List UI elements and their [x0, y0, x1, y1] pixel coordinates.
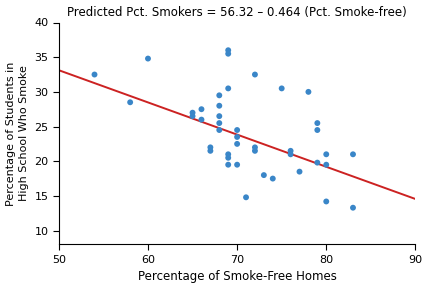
Point — [323, 199, 330, 204]
Point — [225, 162, 232, 167]
Point — [403, 246, 410, 250]
Point — [314, 121, 321, 125]
Y-axis label: Percentage of Students in
High School Who Smoke: Percentage of Students in High School Wh… — [6, 61, 29, 206]
Point — [91, 72, 98, 77]
Point — [305, 90, 312, 94]
X-axis label: Percentage of Smoke-Free Homes: Percentage of Smoke-Free Homes — [138, 271, 336, 284]
Point — [127, 100, 134, 105]
Point — [234, 128, 241, 132]
Point — [145, 56, 152, 61]
Point — [216, 128, 223, 132]
Point — [252, 145, 259, 150]
Point — [314, 160, 321, 165]
Point — [269, 176, 276, 181]
Point — [207, 149, 214, 153]
Point — [350, 205, 357, 210]
Point — [234, 162, 241, 167]
Point — [234, 142, 241, 146]
Point — [189, 110, 196, 115]
Point — [198, 117, 205, 122]
Point — [252, 149, 259, 153]
Point — [225, 152, 232, 157]
Point — [243, 195, 250, 200]
Point — [234, 135, 241, 139]
Point — [260, 173, 267, 177]
Point — [225, 155, 232, 160]
Point — [278, 86, 285, 91]
Point — [350, 152, 357, 157]
Point — [287, 152, 294, 157]
Point — [225, 51, 232, 56]
Point — [216, 114, 223, 118]
Title: Predicted Pct. Smokers = 56.32 – 0.464 (Pct. Smoke-free): Predicted Pct. Smokers = 56.32 – 0.464 (… — [67, 5, 407, 18]
Point — [198, 107, 205, 112]
Point — [296, 169, 303, 174]
Point — [216, 93, 223, 98]
Point — [287, 149, 294, 153]
Point — [323, 162, 330, 167]
Point — [189, 114, 196, 118]
Point — [323, 152, 330, 157]
Point — [207, 145, 214, 150]
Point — [314, 128, 321, 132]
Point — [216, 121, 223, 125]
Point — [252, 72, 259, 77]
Point — [225, 86, 232, 91]
Point — [225, 48, 232, 53]
Point — [216, 103, 223, 108]
